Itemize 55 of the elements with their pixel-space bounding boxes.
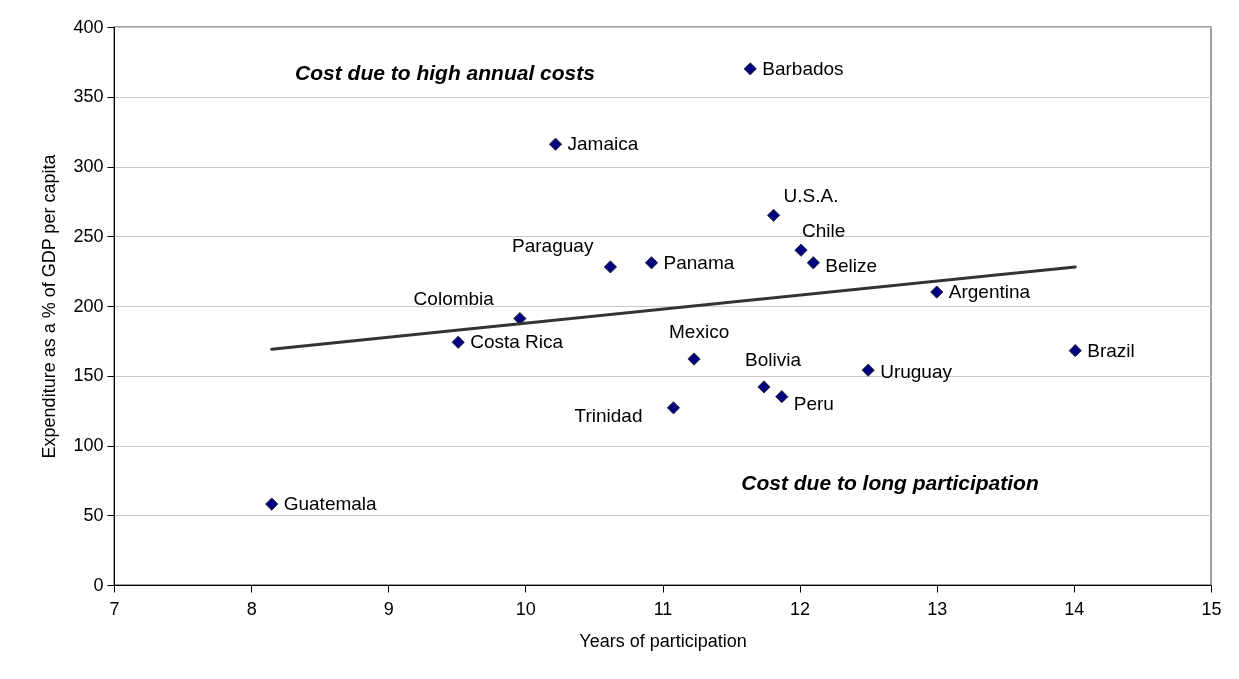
point [603,260,618,274]
annotation: Argentina [948,281,1031,303]
x-tick-label: 15 [1201,598,1222,619]
annotation: Cost due to high annual costs [295,61,595,84]
annotation: Mexico [669,321,730,343]
y-tick-label: 250 [73,225,104,246]
y-tick-label: 300 [73,156,104,176]
y-tick-label: 200 [73,295,104,316]
annotation: Paraguay [512,234,594,256]
x-axis-title: Years of participation [579,630,747,651]
x-tick-label: 11 [653,598,673,619]
annotation: Costa Rica [470,331,564,353]
point [861,363,875,377]
point [794,243,808,257]
y-axis-title: Expenditure as a % of GDP per capita [39,153,60,459]
x-tick-label: 9 [383,598,394,619]
y-tick-label: 400 [73,16,104,37]
annotation: Colombia [413,287,495,309]
point [548,137,563,151]
point [743,62,757,76]
x-tick-label: 12 [790,598,811,619]
annotation: Trinidad [574,404,643,426]
point [766,208,781,222]
point [930,285,944,299]
point [666,401,681,415]
annotation: Barbados [762,57,844,79]
point [644,256,659,270]
x-tick-label: 13 [927,598,948,619]
point [757,380,771,394]
x-tick-label: 7 [109,598,120,619]
annotation: Bolivia [744,348,802,370]
annotation: Guatemala [283,493,378,515]
y-tick-label: 150 [73,365,104,386]
point [687,352,701,366]
annotation: U.S.A. [783,185,839,207]
point [451,335,465,349]
annotation: Peru [793,392,834,414]
annotation: Chile [802,220,846,242]
annotation: Brazil [1087,339,1135,361]
x-tick-label: 8 [246,598,257,619]
x-tick-label: 14 [1064,598,1085,619]
point [265,497,279,511]
y-tick-label: 350 [73,86,104,107]
point [1068,344,1082,358]
point [775,390,789,404]
y-tick-label: 0 [93,574,104,595]
annotation: Belize [825,254,878,276]
y-tick-label: 50 [83,504,104,525]
y-tick-label: 100 [73,435,104,455]
annotation: Uruguay [880,361,953,383]
x-tick-label: 10 [515,598,536,619]
annotation: Jamaica [567,133,639,155]
point [806,256,820,270]
annotation: Panama [663,251,735,273]
annotation: Cost due to long participation [741,471,1039,494]
